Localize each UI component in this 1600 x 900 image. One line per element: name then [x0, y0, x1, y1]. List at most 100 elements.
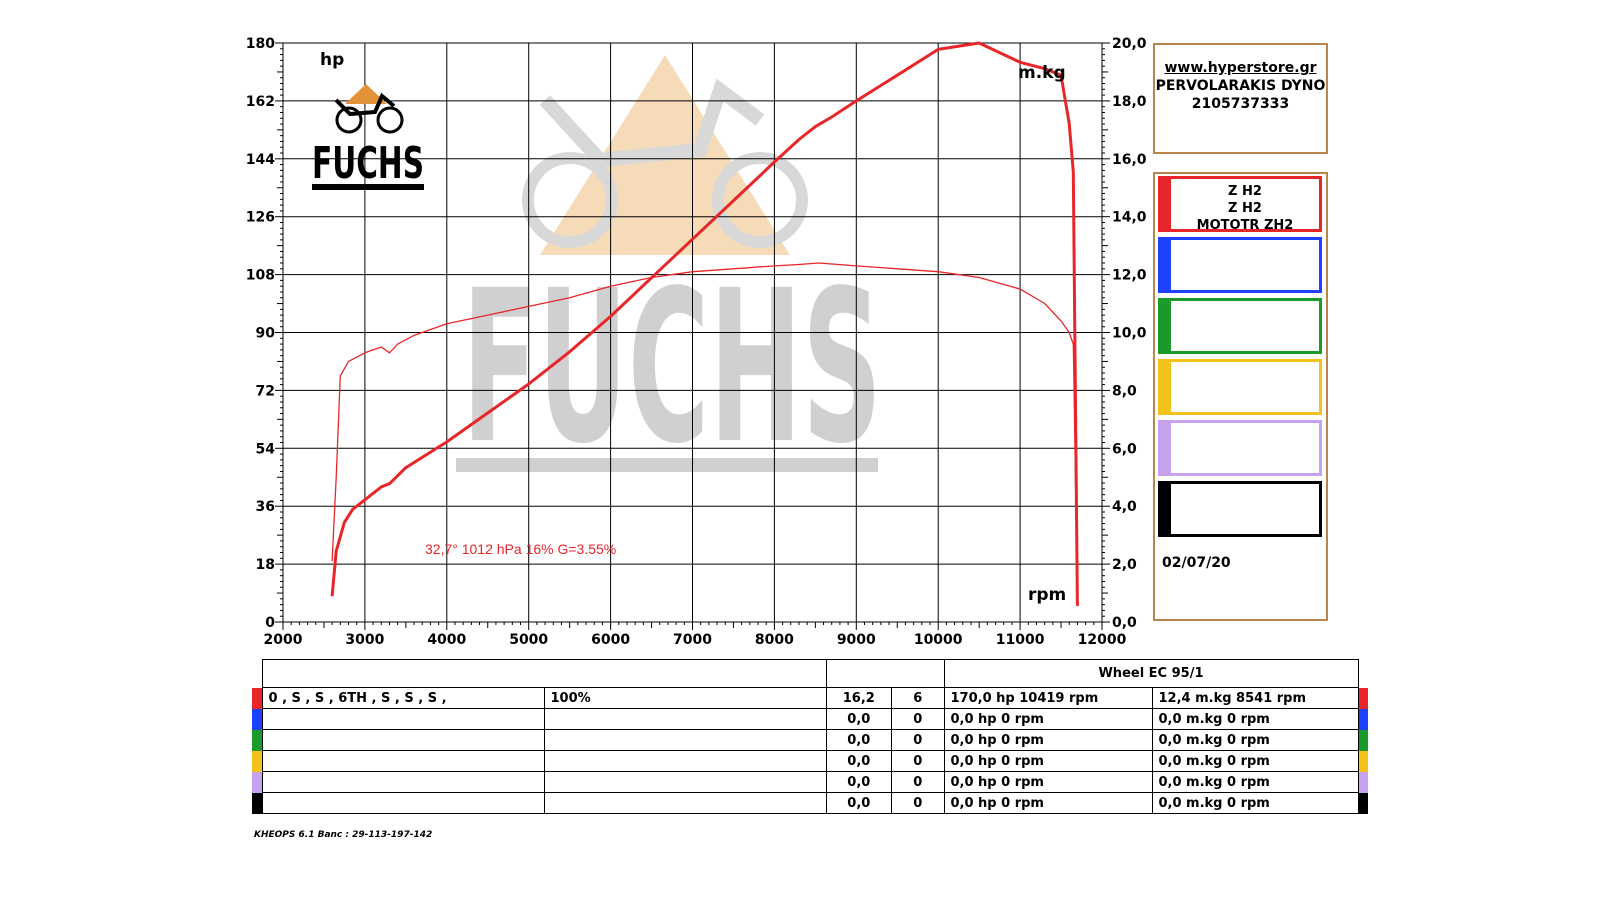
row-max-torque: 0,0 m.kg 0 rpm — [1151, 708, 1359, 730]
row-percent — [543, 729, 827, 751]
row-value-2: 6 — [891, 687, 945, 709]
torque-curve — [331, 262, 1079, 594]
mkg-axis-label: m.kg — [1018, 63, 1066, 83]
logo-wheel-rear — [335, 106, 363, 134]
x-tick-label: 3000 — [345, 632, 384, 648]
y-tick-label: 72 — [256, 383, 275, 399]
results-header-row: Wheel EC 95/1 — [252, 659, 1368, 688]
test-conditions: 32,7° 1012 hPa 16% G=3.55% — [425, 541, 617, 557]
row-max-power: 0,0 hp 0 rpm — [943, 729, 1153, 751]
y2-tick-label: 14,0 — [1112, 210, 1147, 226]
results-row: 0 , S , S , 6TH , S , S , S , 100% 16,2 6 17… — [252, 687, 1368, 709]
row-color-swatch — [252, 729, 262, 751]
shop-info-box: www.hyperstore.gr PERVOLARAKIS DYNO 2105… — [1153, 43, 1328, 154]
row-percent: 100% — [543, 687, 827, 709]
row-value-2: 0 — [891, 708, 945, 730]
y-tick-label: 54 — [256, 441, 276, 457]
row-description — [261, 729, 545, 751]
legend-entry — [1158, 420, 1322, 476]
row-value-1: 16,2 — [825, 687, 893, 709]
x-tick-label: 4000 — [427, 632, 466, 648]
row-description — [261, 771, 545, 793]
y-tick-label: 18 — [256, 557, 275, 573]
y-tick-label: 90 — [256, 326, 276, 342]
row-max-power: 0,0 hp 0 rpm — [943, 792, 1153, 814]
watermark-underline — [456, 458, 878, 472]
shop-url[interactable]: www.hyperstore.gr — [1164, 60, 1317, 76]
legend-color-swatch — [1161, 484, 1171, 534]
legend-label-line: MOTOTR ZH2 — [1196, 218, 1294, 233]
y-tick-label: 162 — [246, 94, 275, 110]
x-tick-label: 8000 — [755, 632, 794, 648]
row-percent — [543, 792, 827, 814]
x-tick-label: 2000 — [264, 632, 303, 648]
watermark-text: FUCHS — [462, 245, 882, 490]
row-value-1: 0,0 — [825, 771, 893, 793]
row-color-swatch — [1358, 771, 1368, 793]
results-row: 0,0 0 0,0 hp 0 rpm 0,0 m.kg 0 rpm — [252, 771, 1368, 793]
logo-wheel-front — [376, 106, 404, 134]
legend-entry — [1158, 298, 1322, 354]
row-value-1: 0,0 — [825, 750, 893, 772]
results-row: 0,0 0 0,0 hp 0 rpm 0,0 m.kg 0 rpm — [252, 792, 1368, 814]
row-max-torque: 0,0 m.kg 0 rpm — [1151, 792, 1359, 814]
logo-text: FUCHS — [312, 138, 424, 189]
y2-tick-label: 6,0 — [1112, 441, 1137, 457]
row-max-power: 0,0 hp 0 rpm — [943, 750, 1153, 772]
row-color-swatch — [252, 792, 262, 814]
legend-label-line: Z H2 — [1228, 201, 1262, 216]
y-tick-label: 108 — [246, 268, 275, 284]
watermark-wheel-rear — [522, 152, 618, 248]
row-value-1: 0,0 — [825, 729, 893, 751]
legend-entry — [1158, 237, 1322, 293]
results-row: 0,0 0 0,0 hp 0 rpm 0,0 m.kg 0 rpm — [252, 708, 1368, 730]
shop-name: PERVOLARAKIS DYNO — [1155, 78, 1326, 94]
legend-color-swatch — [1161, 179, 1171, 229]
row-max-torque: 0,0 m.kg 0 rpm — [1151, 750, 1359, 772]
results-table: Wheel EC 95/1 0 , S , S , 6TH , S , S , … — [252, 659, 1368, 814]
logo-bike-body — [334, 92, 396, 117]
row-description — [261, 792, 545, 814]
y2-tick-label: 4,0 — [1112, 499, 1137, 515]
row-percent — [543, 708, 827, 730]
row-value-1: 0,0 — [825, 792, 893, 814]
row-max-power: 170,0 hp 10419 rpm — [943, 687, 1153, 709]
x-tick-label: 5000 — [509, 632, 548, 648]
row-color-swatch — [1358, 792, 1368, 814]
y-tick-label: 0 — [265, 615, 275, 631]
watermark-bike-body — [539, 78, 765, 168]
legend-label-line: Z H2 — [1228, 184, 1262, 199]
test-date: 02/07/20 — [1162, 555, 1231, 571]
row-color-swatch — [252, 708, 262, 730]
x-tick-label: 6000 — [591, 632, 630, 648]
legend-entry — [1158, 359, 1322, 415]
row-color-swatch — [1358, 708, 1368, 730]
logo-triangle — [345, 84, 387, 104]
y-tick-label: 180 — [246, 36, 275, 52]
results-row: 0,0 0 0,0 hp 0 rpm 0,0 m.kg 0 rpm — [252, 750, 1368, 772]
legend-color-swatch — [1161, 301, 1171, 351]
row-value-1: 0,0 — [825, 708, 893, 730]
y-tick-label: 144 — [246, 152, 275, 168]
row-color-swatch — [1358, 750, 1368, 772]
row-percent — [543, 750, 827, 772]
y2-tick-label: 2,0 — [1112, 557, 1137, 573]
row-value-2: 0 — [891, 771, 945, 793]
y2-tick-label: 18,0 — [1112, 94, 1147, 110]
row-color-swatch — [1358, 729, 1368, 751]
results-header-wheel: Wheel EC 95/1 — [943, 659, 1359, 688]
row-percent — [543, 771, 827, 793]
row-description — [261, 750, 545, 772]
legend-label: Z H2 Z H2 MOTOTR ZH2 — [1175, 183, 1315, 234]
x-tick-label: 10000 — [914, 632, 963, 648]
y-tick-label: 126 — [246, 210, 275, 226]
x-tick-label: 11000 — [996, 632, 1045, 648]
row-max-power: 0,0 hp 0 rpm — [943, 708, 1153, 730]
y2-tick-label: 16,0 — [1112, 152, 1147, 168]
row-color-swatch — [1358, 687, 1368, 709]
y-tick-label: 36 — [256, 499, 275, 515]
legend-color-swatch — [1161, 240, 1171, 290]
row-max-torque: 0,0 m.kg 0 rpm — [1151, 771, 1359, 793]
y2-tick-label: 10,0 — [1112, 326, 1147, 342]
